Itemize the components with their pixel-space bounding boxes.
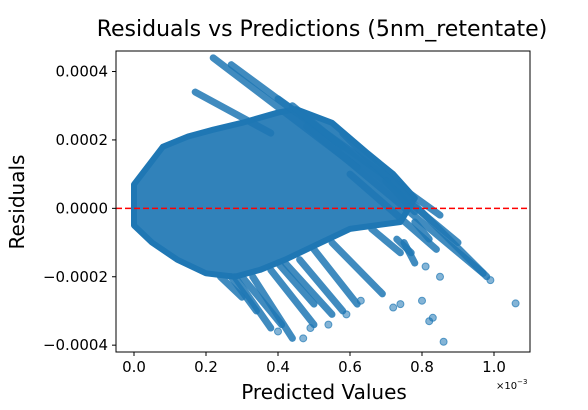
- point-streak-18: [249, 273, 296, 342]
- point-streak-21: [227, 273, 260, 315]
- y-tick-label: 0.0000: [56, 199, 109, 217]
- point-streak-6: [339, 129, 491, 281]
- axes-frame: [115, 50, 531, 353]
- outlier-point-15: [436, 272, 444, 281]
- outlier-point-10: [299, 334, 308, 343]
- x-axis-ticks: 0.0 0.2 0.4 0.6 0.8 1.0: [122, 352, 506, 376]
- y-tick-label: −0.0002: [43, 268, 108, 286]
- x-tick-label: 0.2: [194, 358, 218, 376]
- point-streak-15: [296, 256, 347, 315]
- point-streak-13: [328, 239, 386, 298]
- x-tick-label: 0.8: [410, 358, 434, 376]
- outlier-point-8: [324, 320, 333, 329]
- y-axis-label: Residuals: [5, 155, 29, 250]
- point-streak-10: [368, 225, 404, 257]
- point-streak-9: [411, 218, 433, 243]
- x-offset-exponent: −3: [517, 378, 527, 386]
- point-streak-22: [216, 273, 246, 301]
- y-axis-ticks: −0.0004 −0.0002 0.0000 0.0002 0.0004: [43, 63, 116, 354]
- chart-title: Residuals vs Predictions (5nm_retentate): [97, 17, 548, 42]
- outlier-point-14: [421, 262, 430, 271]
- point-streak-23: [274, 259, 318, 308]
- outlier-point-9: [306, 324, 315, 333]
- x-tick-label: 0.0: [122, 358, 146, 376]
- point-streak-16: [281, 259, 336, 318]
- point-streak-19: [238, 273, 286, 329]
- x-tick-label: 1.0: [482, 358, 506, 376]
- x-tick-label: 0.4: [266, 358, 290, 376]
- plot-area: [116, 54, 530, 346]
- point-streak-12: [400, 239, 419, 267]
- outlier-point-6: [356, 296, 365, 305]
- outlier-point-1: [486, 276, 495, 285]
- y-tick-label: 0.0004: [56, 63, 109, 81]
- point-streak-14: [310, 245, 361, 308]
- point-streak-2: [191, 88, 275, 137]
- outlier-point-2: [418, 296, 426, 305]
- outlier-point-0: [511, 299, 520, 308]
- outlier-point-12: [274, 327, 282, 336]
- y-tick-label: −0.0004: [43, 336, 108, 354]
- outlier-point-5: [396, 300, 405, 309]
- point-streak-5: [303, 122, 487, 277]
- outlier-point-7: [342, 310, 351, 319]
- x-axis-label: Predicted Values: [241, 380, 407, 404]
- y-tick-label: 0.0002: [56, 131, 109, 149]
- point-streak-7: [346, 170, 440, 253]
- point-streak-17: [267, 266, 318, 329]
- x-offset-base: ×10: [496, 381, 517, 392]
- point-streak-8: [382, 177, 419, 216]
- x-offset-label: ×10−3: [496, 378, 527, 392]
- x-tick-label: 0.6: [338, 358, 362, 376]
- outlier-point-11: [439, 337, 448, 346]
- outlier-point-13: [389, 303, 398, 312]
- outlier-point-4: [425, 317, 434, 326]
